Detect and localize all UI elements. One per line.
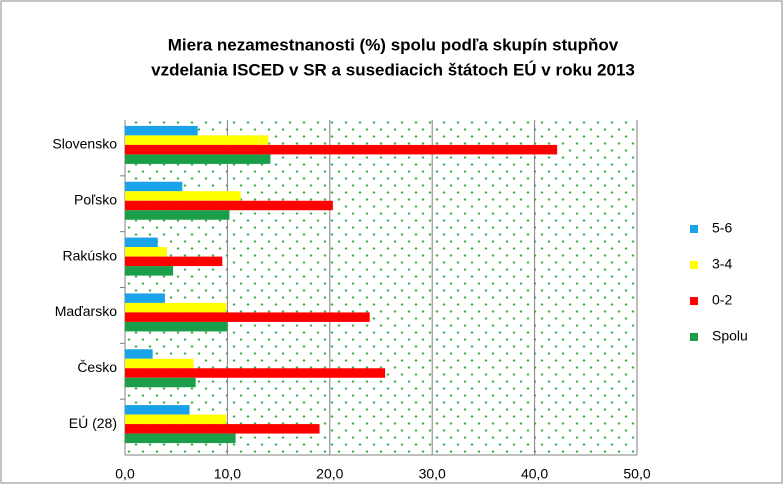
- y-tick-label: Poľsko: [74, 191, 117, 207]
- y-tick-label: Rakúsko: [63, 247, 118, 263]
- bar: [125, 181, 183, 192]
- y-tick-label: Maďarsko: [55, 303, 118, 319]
- bar: [125, 405, 190, 415]
- x-tick-label: 0,0: [115, 466, 135, 482]
- x-tick-label: 50,0: [623, 466, 650, 482]
- bar: [125, 414, 227, 425]
- y-tick-label: Slovensko: [52, 136, 117, 152]
- bar: [125, 125, 198, 136]
- bar: [125, 433, 236, 444]
- bar: [125, 200, 333, 211]
- legend-label: Spolu: [712, 328, 748, 344]
- chart-title: vzdelania ISCED v SR a susediacich štáto…: [151, 60, 635, 79]
- bar: [125, 312, 370, 322]
- legend-label: 3-4: [712, 256, 732, 272]
- bar: [125, 237, 158, 248]
- bar: [125, 321, 228, 332]
- bar: [125, 293, 165, 303]
- legend-label: 0-2: [712, 292, 732, 308]
- chart-title: Miera nezamestnanosti (%) spolu podľa sk…: [168, 35, 619, 54]
- bar: [125, 349, 153, 359]
- x-tick-label: 40,0: [521, 466, 548, 482]
- bar: [125, 247, 167, 257]
- legend-key: [690, 333, 698, 341]
- bar: [125, 154, 271, 164]
- y-tick-label: Česko: [77, 359, 117, 375]
- bar: [125, 135, 269, 145]
- bar: [125, 256, 223, 267]
- legend-key: [690, 261, 698, 269]
- bar: [125, 210, 230, 220]
- bar: [125, 424, 320, 434]
- legend-key: [690, 297, 698, 305]
- x-tick-label: 10,0: [214, 466, 241, 482]
- plot-area: [125, 120, 637, 455]
- y-tick-label: EÚ (28): [69, 415, 117, 431]
- bar: [125, 368, 386, 378]
- bar: [125, 377, 196, 388]
- bar: [125, 144, 558, 155]
- legend-key: [690, 225, 698, 233]
- bar: [125, 302, 227, 313]
- bar: [125, 266, 174, 276]
- bar: [125, 191, 241, 201]
- bar: [125, 358, 194, 369]
- x-tick-label: 20,0: [316, 466, 343, 482]
- legend-label: 5-6: [712, 220, 732, 236]
- x-tick-label: 30,0: [419, 466, 446, 482]
